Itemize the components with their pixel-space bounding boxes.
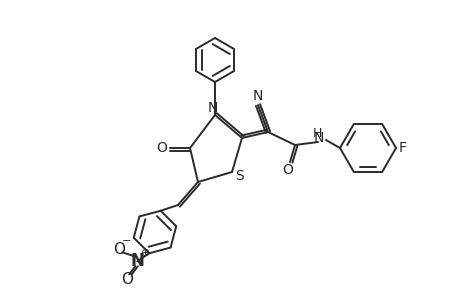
- Text: N: N: [252, 89, 263, 103]
- Text: N: N: [313, 131, 324, 145]
- Text: N: N: [130, 252, 144, 270]
- Text: N: N: [207, 101, 218, 115]
- Text: −: −: [121, 236, 131, 246]
- Text: ⊕: ⊕: [140, 248, 150, 258]
- Text: H: H: [312, 127, 321, 140]
- Text: S: S: [235, 169, 244, 183]
- Text: O: O: [282, 163, 293, 177]
- Text: O: O: [121, 272, 133, 287]
- Text: O: O: [113, 242, 125, 257]
- Text: F: F: [398, 141, 406, 155]
- Text: O: O: [156, 141, 167, 155]
